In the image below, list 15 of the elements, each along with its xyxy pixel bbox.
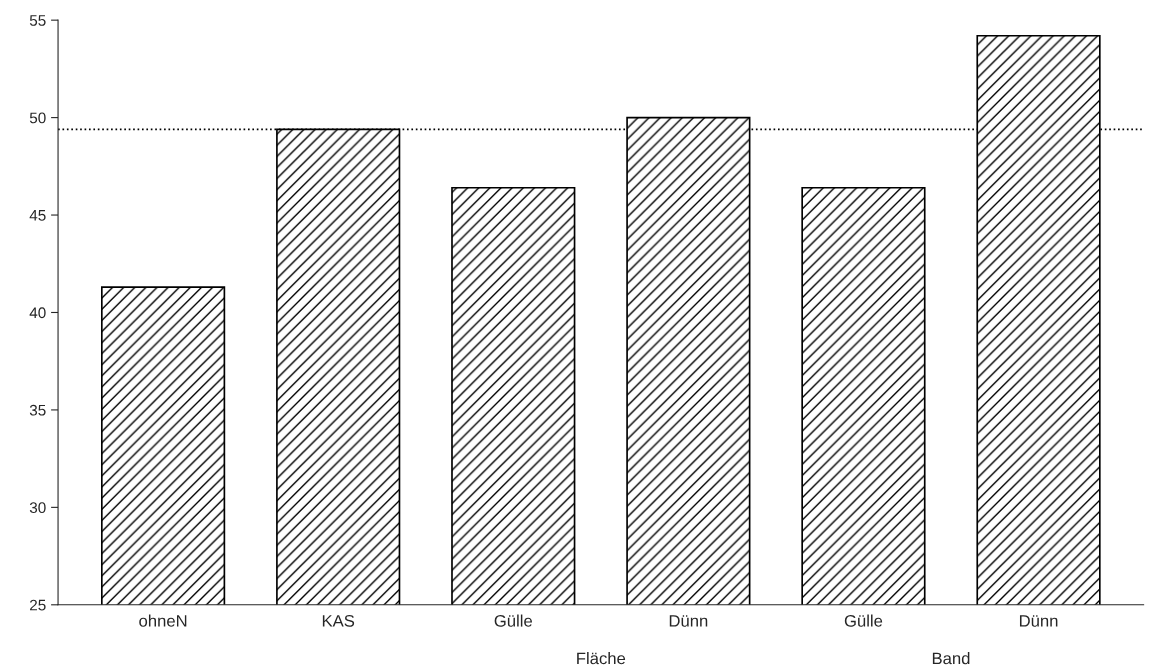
x-tick-label: ohneN — [139, 614, 187, 627]
y-tick-label: 25 — [30, 599, 46, 611]
x-tick-label: Dünn — [1019, 615, 1058, 627]
y-tick-label: 50 — [29, 112, 46, 124]
x-tick-label: Dünn — [669, 615, 708, 627]
y-tick-label: 45 — [29, 210, 46, 221]
y-tick-label: 35 — [29, 404, 46, 416]
y-tick-label: 55 — [29, 15, 46, 26]
y-tick-label: 30 — [29, 502, 46, 514]
x-tick-label: Gülle — [494, 614, 532, 627]
x-tick-label: KAS — [322, 614, 355, 627]
text: Band — [932, 652, 970, 665]
x-tick-label: Gülle — [844, 614, 883, 627]
y-tick-label: 40 — [29, 307, 46, 319]
text: Fläche — [577, 652, 626, 665]
